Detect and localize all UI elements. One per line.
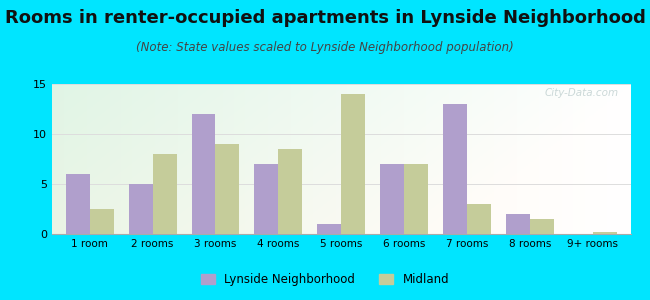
Bar (530, 219, 554, 234)
Bar (443, 104, 467, 234)
Bar (129, 184, 153, 234)
Bar (255, 164, 278, 234)
Bar (341, 94, 365, 234)
Bar (506, 214, 530, 234)
Legend: Lynside Neighborhood, Midland: Lynside Neighborhood, Midland (196, 269, 454, 291)
Bar (66, 174, 90, 234)
Text: Rooms in renter-occupied apartments in Lynside Neighborhood: Rooms in renter-occupied apartments in L… (5, 9, 645, 27)
Bar (404, 164, 428, 234)
Bar (192, 114, 216, 234)
Bar (317, 224, 341, 234)
Bar (278, 149, 302, 234)
Bar (467, 204, 491, 234)
Text: (Note: State values scaled to Lynside Neighborhood population): (Note: State values scaled to Lynside Ne… (136, 40, 514, 53)
Bar (380, 164, 404, 234)
Bar (593, 232, 617, 234)
Text: City-Data.com: City-Data.com (545, 88, 619, 98)
Bar (216, 144, 239, 234)
Bar (90, 209, 114, 234)
Bar (153, 154, 177, 234)
